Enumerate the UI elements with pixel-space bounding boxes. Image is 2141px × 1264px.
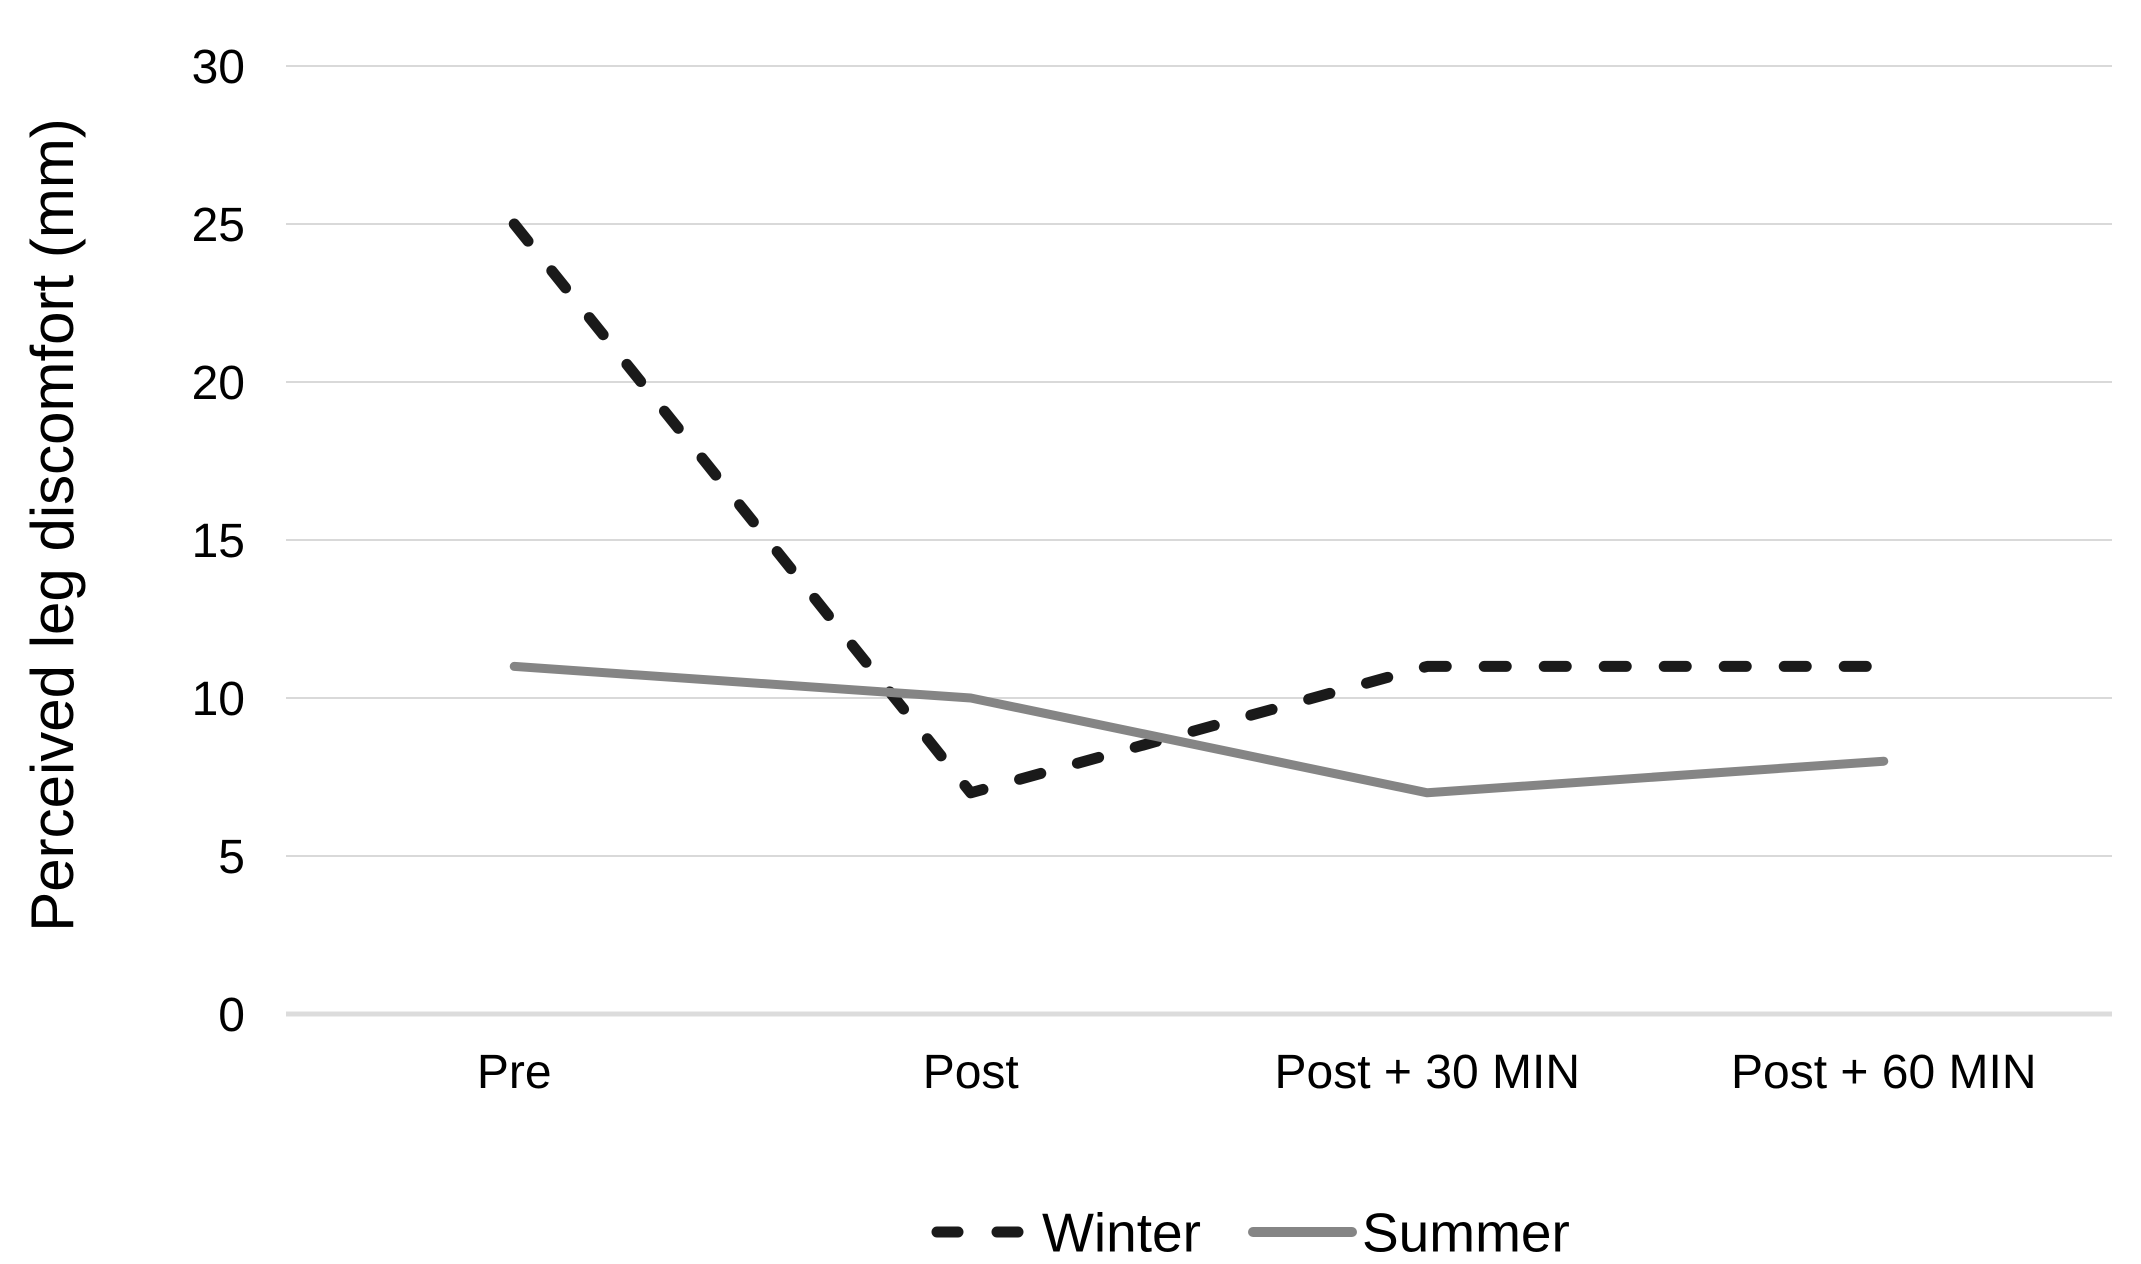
legend-label-summer: Summer bbox=[1362, 1201, 1570, 1263]
legend-label-winter: Winter bbox=[1042, 1201, 1201, 1263]
y-axis-tick-label: 25 bbox=[192, 199, 245, 252]
y-axis-tick-labels: 0 5 10 15 20 25 30 bbox=[192, 41, 245, 1042]
y-axis-title: Perceived leg discomfort (mm) bbox=[19, 118, 86, 932]
x-axis-category-label: Pre bbox=[477, 1046, 552, 1099]
x-axis-category-labels: Pre Post Post + 30 MIN Post + 60 MIN bbox=[477, 1046, 2037, 1099]
y-axis-tick-label: 30 bbox=[192, 41, 245, 94]
series-summer-line bbox=[509, 661, 1889, 798]
x-axis-category-label: Post + 30 MIN bbox=[1275, 1046, 1580, 1099]
y-axis-tick-label: 5 bbox=[218, 831, 245, 884]
data-series bbox=[508, 218, 1890, 799]
legend: Winter Summer bbox=[931, 1201, 1570, 1263]
gridlines bbox=[286, 65, 2112, 1017]
x-axis-category-label: Post bbox=[923, 1046, 1019, 1099]
y-axis-tick-label: 10 bbox=[192, 673, 245, 726]
series-winter-line bbox=[508, 218, 1890, 799]
y-axis-tick-label: 15 bbox=[192, 515, 245, 568]
x-axis-category-label: Post + 60 MIN bbox=[1731, 1046, 2036, 1099]
y-axis-tick-label: 0 bbox=[218, 989, 245, 1042]
y-axis-tick-label: 20 bbox=[192, 357, 245, 410]
